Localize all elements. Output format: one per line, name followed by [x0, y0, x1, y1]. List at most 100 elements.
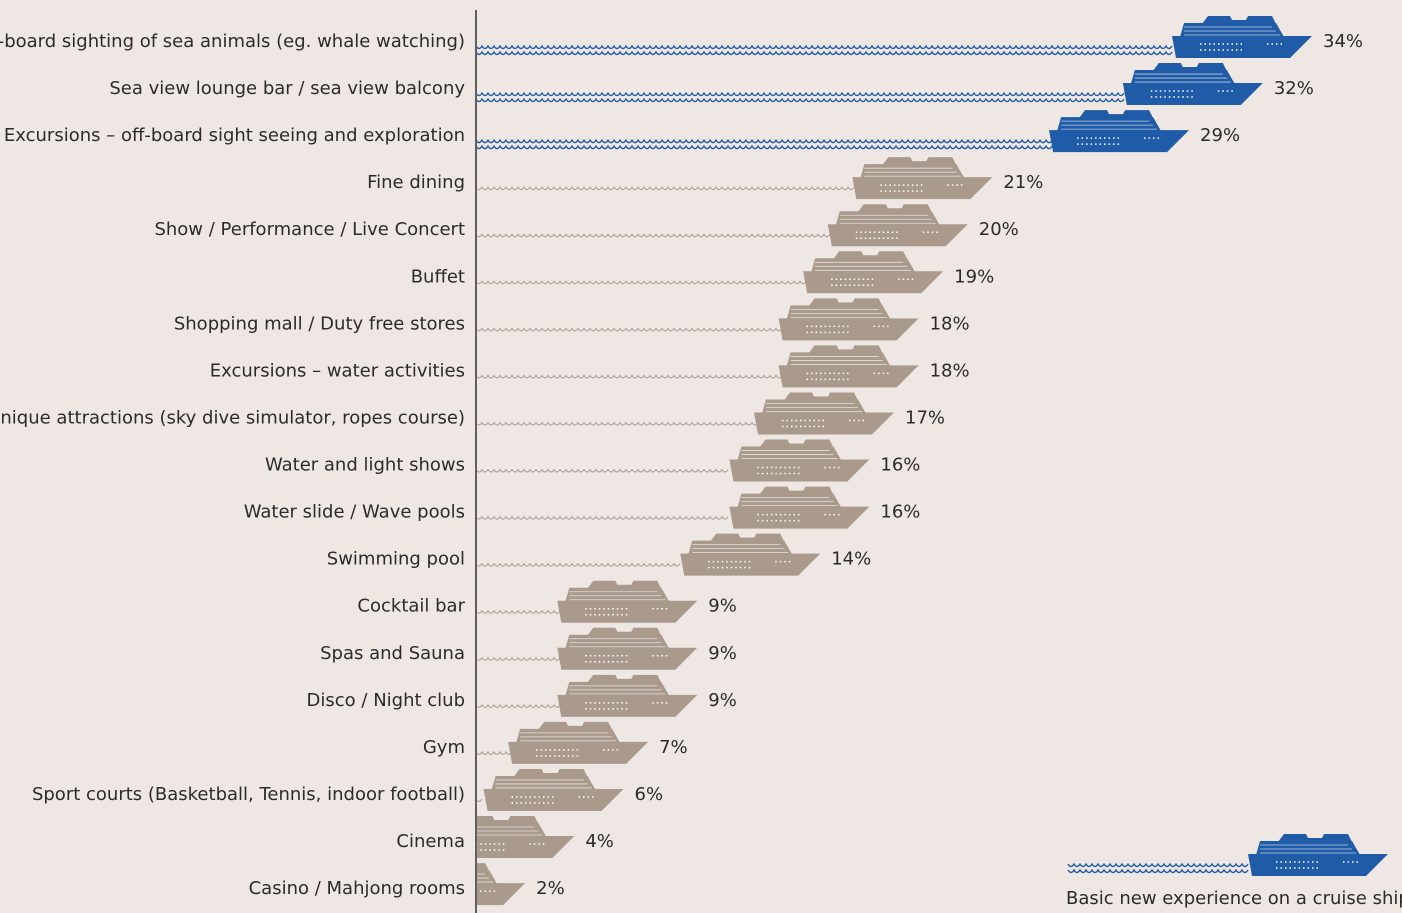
ship-superstructure — [1057, 117, 1162, 132]
bar — [477, 627, 698, 670]
value-label: 9% — [708, 643, 737, 664]
ship-superstructure — [477, 870, 498, 885]
ship-hull — [729, 459, 870, 482]
ship-superstructure — [565, 587, 670, 602]
ship-funnels — [808, 298, 883, 307]
value-label: 17% — [905, 407, 945, 428]
ship-superstructure — [565, 681, 670, 696]
ship-hull — [852, 177, 993, 200]
ship-funnels — [1202, 16, 1276, 24]
bar — [477, 674, 698, 717]
ship-hull — [754, 412, 894, 435]
ship-superstructure — [1130, 70, 1235, 85]
wave — [477, 280, 807, 285]
wave — [1067, 868, 1249, 874]
category-label: On-board sighting of sea animals (eg. wh… — [0, 31, 465, 52]
bar — [477, 580, 698, 623]
ship-superstructure — [477, 823, 547, 838]
wave — [477, 703, 561, 708]
ship-hull — [1248, 854, 1388, 876]
wave — [477, 44, 1173, 50]
category-label: Casino / Mahjong rooms — [249, 878, 465, 899]
bar — [477, 345, 919, 388]
bar — [477, 721, 649, 764]
wave — [1067, 862, 1249, 868]
plot-area — [477, 16, 1312, 906]
ship-funnels — [587, 580, 662, 589]
category-label: Cocktail bar — [357, 596, 465, 617]
wave — [477, 468, 729, 473]
ship-hull — [1172, 36, 1312, 58]
ship-funnels — [477, 863, 490, 872]
category-label: Spas and Sauna — [320, 643, 465, 664]
bar — [477, 204, 968, 247]
bar — [477, 298, 919, 341]
value-label: 32% — [1274, 78, 1314, 99]
wave — [477, 609, 561, 614]
value-label: 9% — [708, 596, 737, 617]
category-label: Buffet — [411, 266, 465, 287]
ship-superstructure — [860, 164, 965, 179]
category-label: Show / Performance / Live Concert — [154, 219, 465, 240]
legend-marker — [1067, 834, 1388, 876]
ship-hull — [508, 741, 649, 764]
ship-hull — [803, 271, 944, 294]
value-label: 29% — [1200, 125, 1240, 146]
category-label: Excursions – water activities — [210, 360, 465, 381]
ship-funnels — [513, 768, 588, 777]
ship-superstructure — [811, 258, 916, 273]
wave — [477, 91, 1125, 97]
ship-superstructure — [786, 352, 891, 367]
category-label: Sea view lounge bar / sea view balcony — [109, 78, 465, 99]
bar — [477, 816, 575, 859]
wave — [477, 750, 513, 755]
ship-superstructure — [737, 493, 842, 508]
category-label: Fine dining — [367, 172, 465, 193]
ship-funnels — [710, 533, 785, 542]
ship-funnels — [833, 251, 908, 260]
ship-superstructure — [762, 399, 866, 414]
ship-funnels — [538, 721, 613, 730]
value-label: 4% — [585, 831, 614, 852]
ship-funnels — [587, 627, 662, 636]
legend-label: Basic new experience on a cruise ship — [1066, 888, 1402, 909]
ship-funnels — [1152, 63, 1227, 72]
value-label: 18% — [930, 313, 970, 334]
value-label: 20% — [979, 219, 1019, 240]
bar — [477, 863, 526, 906]
bar — [477, 439, 870, 482]
ship-superstructure — [1256, 841, 1360, 855]
ship-hull — [680, 553, 821, 576]
wave — [477, 515, 729, 520]
value-label: 9% — [708, 690, 737, 711]
bar — [477, 110, 1190, 153]
wave — [477, 138, 1053, 144]
category-label: Disco / Night club — [307, 690, 465, 711]
ship-hull — [483, 788, 624, 811]
value-label: 34% — [1323, 31, 1363, 52]
value-label: 6% — [635, 784, 664, 805]
ship-hull — [1122, 83, 1263, 106]
wave — [477, 97, 1125, 103]
value-label: 21% — [1003, 172, 1043, 193]
wave — [477, 144, 1053, 150]
ship-hull — [477, 883, 526, 906]
ship-funnels — [587, 674, 662, 683]
wave — [477, 374, 783, 379]
category-label: Cinema — [396, 831, 465, 852]
wave — [477, 50, 1173, 56]
wave — [477, 421, 759, 426]
wave — [477, 186, 855, 191]
ship-superstructure — [565, 634, 670, 649]
ship-hull — [477, 836, 575, 859]
ship-hull — [827, 224, 968, 247]
ship-superstructure — [786, 305, 891, 320]
ship-superstructure — [737, 446, 842, 461]
value-label: 16% — [880, 502, 920, 523]
bar — [477, 486, 870, 529]
value-label: 19% — [954, 266, 994, 287]
ship-hull — [1049, 130, 1190, 153]
value-label: 14% — [831, 549, 871, 570]
ship-funnels — [759, 486, 834, 495]
bar — [477, 157, 993, 200]
